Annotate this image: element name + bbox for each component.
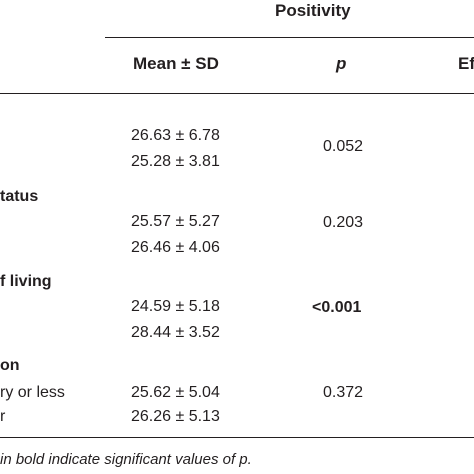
row-2-label: tatus xyxy=(0,188,39,205)
column-header-mean-sd: Mean ± SD xyxy=(133,54,219,73)
row-1-value-2: 25.28 ± 3.81 xyxy=(131,153,220,170)
group-header-rule xyxy=(105,37,474,38)
row-2-value-2: 26.46 ± 4.06 xyxy=(131,239,220,256)
column-header-effect: Ef xyxy=(458,54,474,73)
row-1-p-value: 0.052 xyxy=(323,138,364,155)
row-4-sublabel-2: r xyxy=(0,408,6,425)
table-footnote: in bold indicate significant values of p… xyxy=(0,451,252,468)
row-4-p-value: 0.372 xyxy=(323,384,364,401)
column-header-p: p xyxy=(336,54,347,73)
table-bottom-rule xyxy=(0,437,474,438)
row-4-value-1: 25.62 ± 5.04 xyxy=(131,384,220,401)
row-4-value-2: 26.26 ± 5.13 xyxy=(131,408,220,425)
row-2-p-value: 0.203 xyxy=(323,214,364,231)
group-header-positivity: Positivity xyxy=(275,1,351,20)
row-3-label: f living xyxy=(0,273,52,290)
header-bottom-rule xyxy=(0,93,474,94)
row-3-value-2: 28.44 ± 3.52 xyxy=(131,324,220,341)
row-3-value-1: 24.59 ± 5.18 xyxy=(131,298,220,315)
row-3-p-value: <0.001 xyxy=(312,299,362,316)
row-1-value-1: 26.63 ± 6.78 xyxy=(131,127,220,144)
row-4-sublabel-1: ry or less xyxy=(0,384,65,401)
row-2-value-1: 25.57 ± 5.27 xyxy=(131,213,220,230)
row-4-label: on xyxy=(0,357,20,374)
